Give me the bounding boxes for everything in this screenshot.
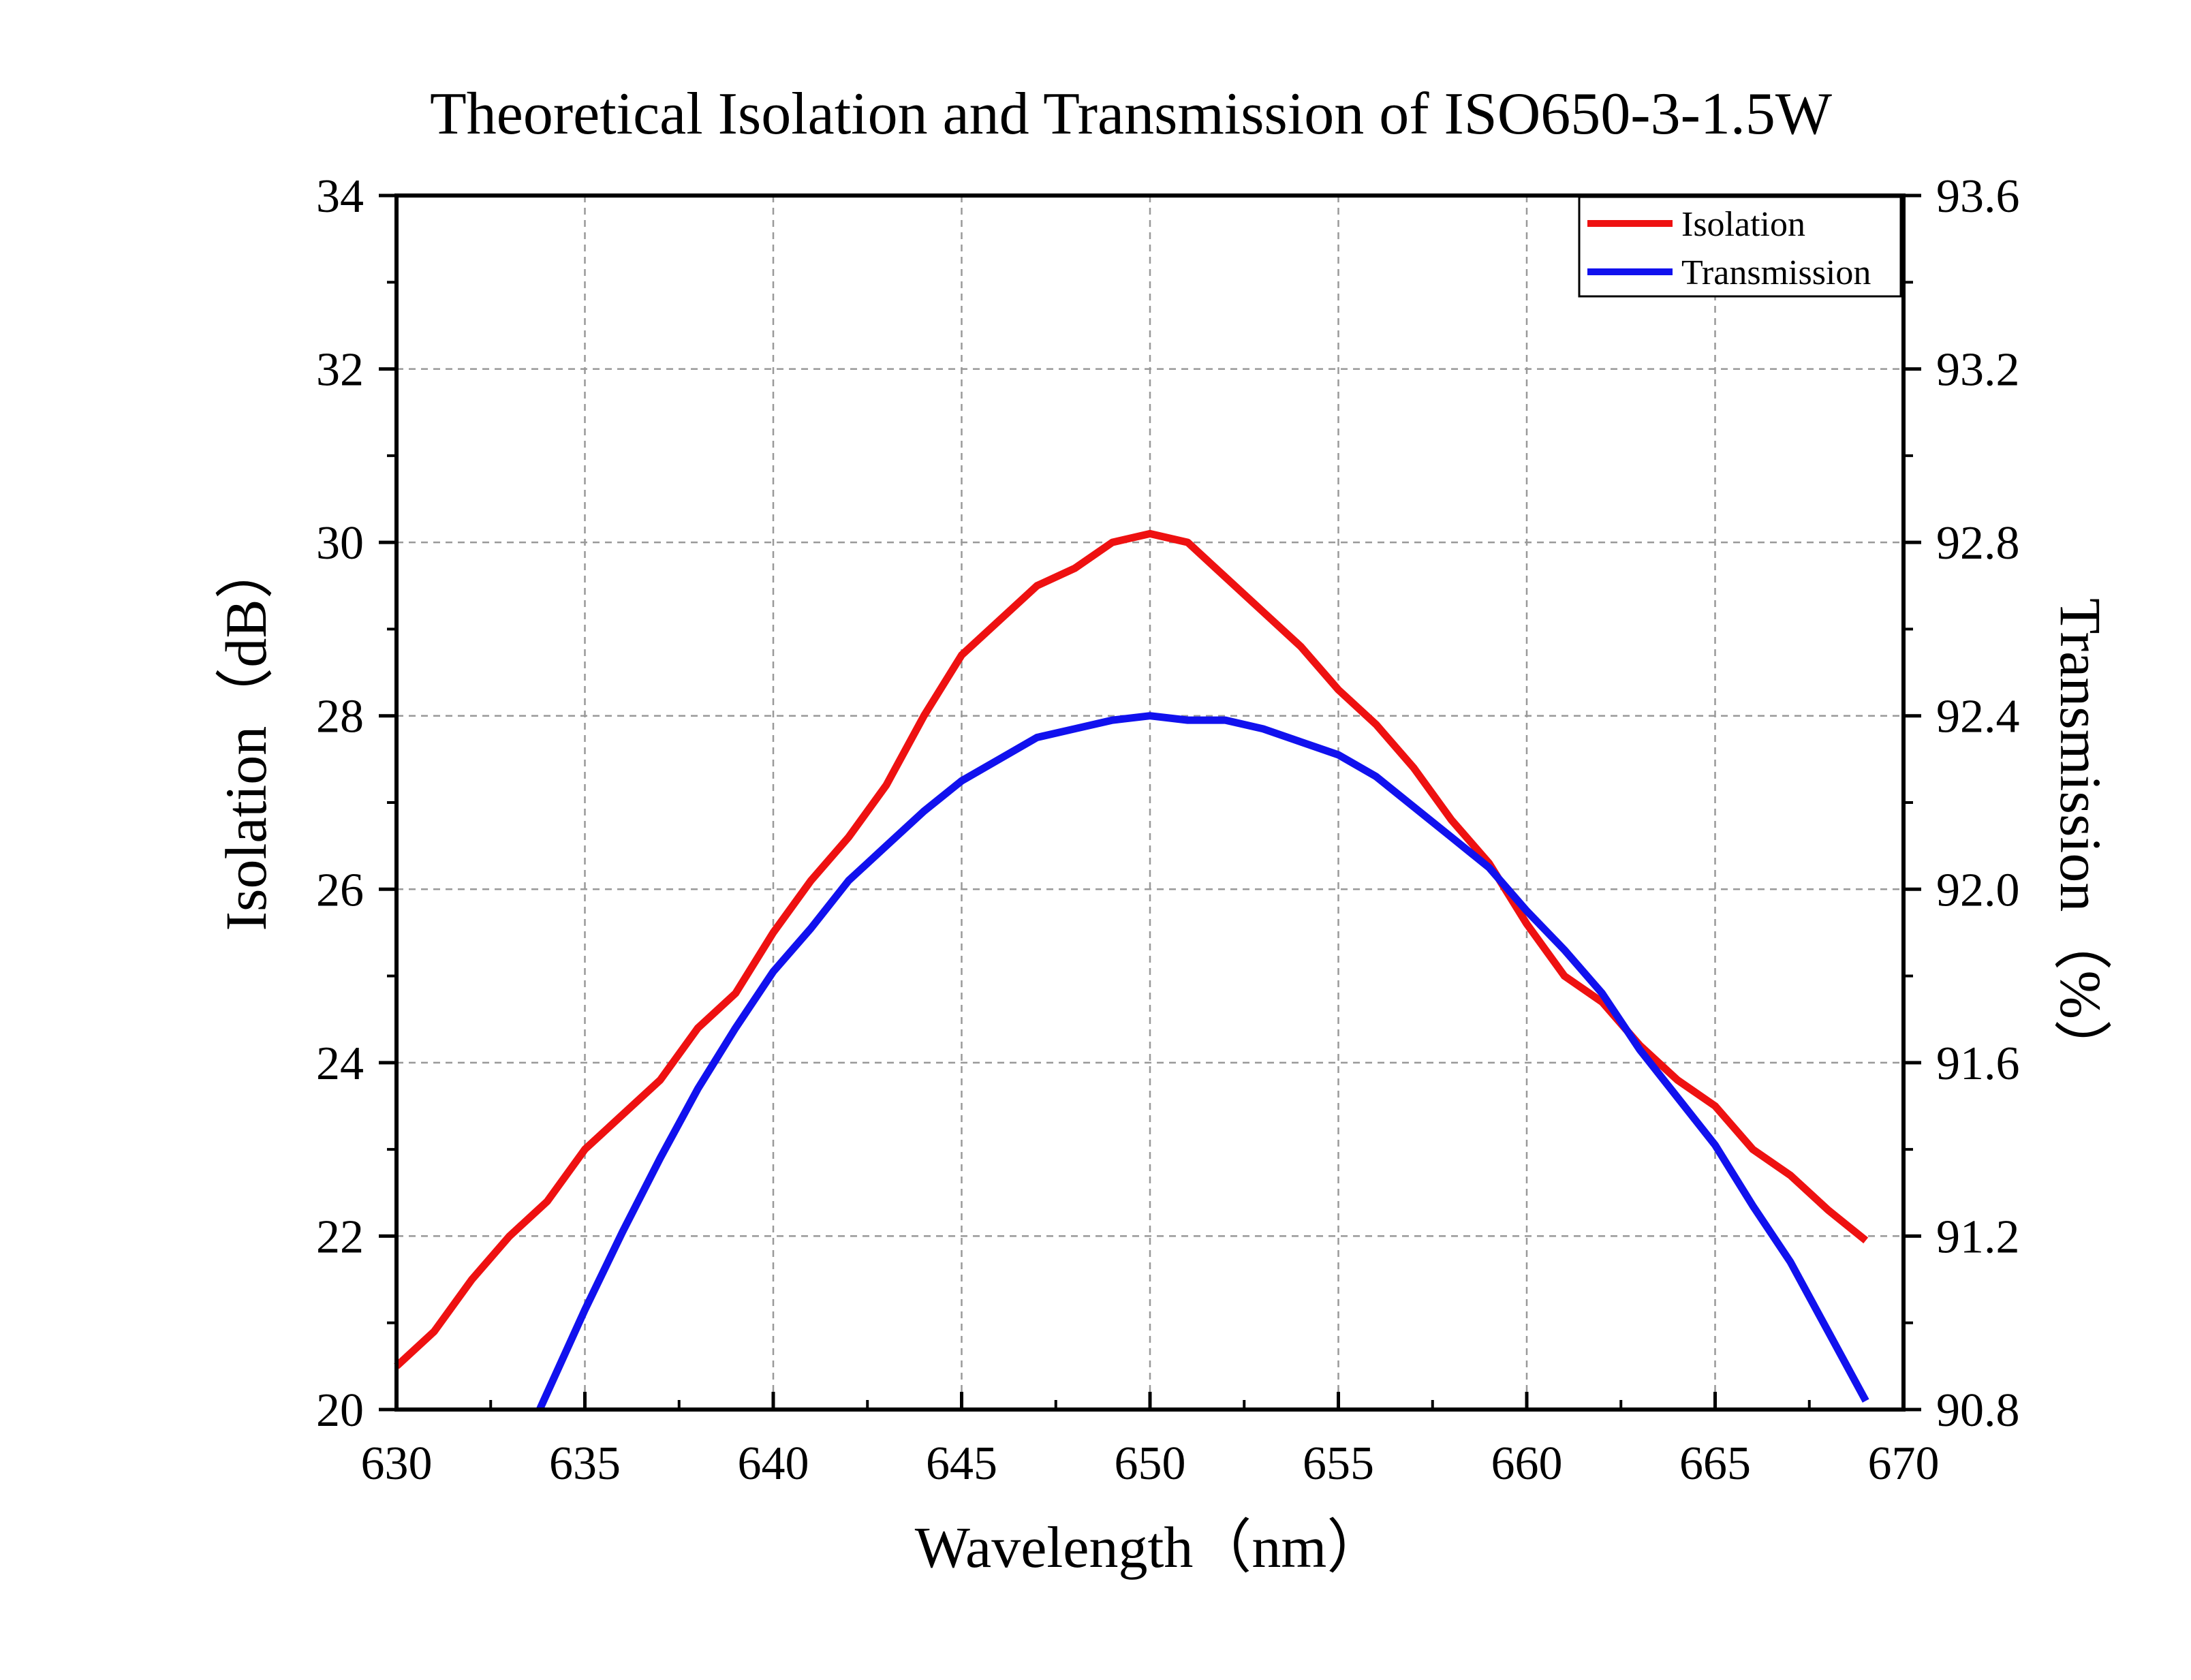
y-right-tick-label: 91.6 <box>1936 1038 2020 1090</box>
y-left-tick-label: 30 <box>316 517 364 570</box>
legend-label-transmission: Transmission <box>1681 253 1871 292</box>
x-tick-label: 640 <box>738 1437 809 1490</box>
legend-label-isolation: Isolation <box>1681 205 1805 244</box>
tick-layer <box>379 193 1921 1412</box>
y-right-tick-label: 90.8 <box>1936 1384 2020 1437</box>
y-right-tick-label: 92.0 <box>1936 864 2020 916</box>
x-tick-label: 655 <box>1303 1437 1374 1490</box>
x-axis-title: Wavelength（nm） <box>915 1514 1385 1580</box>
x-tick-label: 635 <box>549 1437 621 1490</box>
y-axis-left-title: Isolation（dB） <box>213 540 279 931</box>
x-tick-label: 665 <box>1679 1437 1751 1490</box>
y-left-tick-label: 34 <box>316 170 364 223</box>
x-tick-label: 645 <box>926 1437 997 1490</box>
y-left-tick-label: 20 <box>316 1384 364 1437</box>
series-line-transmission <box>536 712 1869 1412</box>
x-tick-label: 630 <box>361 1437 433 1490</box>
y-right-tick-label: 91.2 <box>1936 1211 2020 1263</box>
legend-box <box>1578 196 1902 298</box>
y-right-tick-label: 92.8 <box>1936 517 2020 570</box>
y-right-tick-label: 93.2 <box>1936 344 2020 396</box>
y-right-tick-label: 92.4 <box>1936 691 2020 743</box>
series-layer <box>394 529 1869 1412</box>
x-tick-label: 660 <box>1491 1437 1563 1490</box>
y-left-tick-label: 26 <box>316 864 364 916</box>
y-left-tick-label: 28 <box>316 691 364 743</box>
x-tick-label: 670 <box>1868 1437 1940 1490</box>
y-left-tick-label: 22 <box>316 1211 364 1263</box>
y-left-tick-label: 24 <box>316 1038 364 1090</box>
y-axis-right-title: Transmission（%） <box>2048 598 2113 1078</box>
tick-label-layer: 630 635 640 645 650 655 660 665 670 20 22 24 26 28 30 3… <box>316 170 2020 1490</box>
y-right-tick-label: 93.6 <box>1936 170 2020 223</box>
legend: Isolation Transmission <box>1578 196 1902 298</box>
x-tick-label: 650 <box>1115 1437 1186 1490</box>
chart-title: Theoretical Isolation and Transmission o… <box>430 81 1832 147</box>
y-left-tick-label: 32 <box>316 344 364 396</box>
